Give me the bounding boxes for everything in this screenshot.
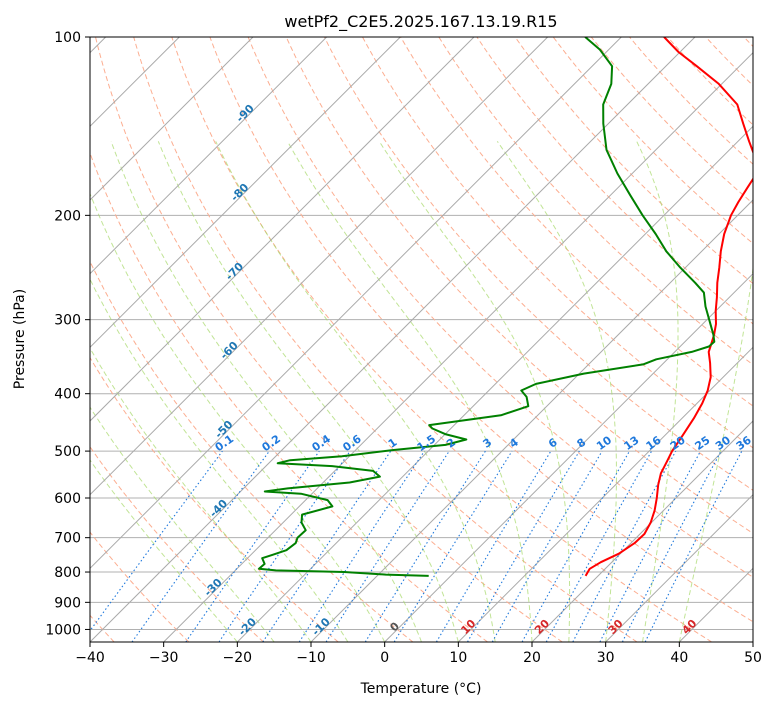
y-tick-label: 100 <box>54 30 81 46</box>
dry-adiabat <box>552 37 753 245</box>
x-axis-title: Temperature (°C) <box>360 681 482 697</box>
y-axis-title: Pressure (hPa) <box>12 289 28 389</box>
isotherm-line <box>236 125 753 642</box>
mixing-ratio-line <box>491 450 603 642</box>
dry-adiabat <box>247 37 753 578</box>
moist-adiabat <box>496 141 617 642</box>
y-tick-label: 900 <box>54 595 81 611</box>
mixing-ratio-line <box>435 450 552 642</box>
moist-adiabat <box>110 141 422 642</box>
plot-frame <box>89 36 754 643</box>
isotherm-line <box>163 51 753 642</box>
mixing-ratio-line <box>325 450 450 642</box>
moist-adiabat <box>287 141 533 642</box>
moist-adiabat <box>90 406 275 642</box>
x-tick-label: 0 <box>380 650 389 666</box>
isotherm-line <box>90 37 622 570</box>
isotherm-line <box>531 420 753 642</box>
dry-adiabat <box>90 151 488 642</box>
isotherm-line <box>90 37 549 496</box>
series-layer <box>258 37 753 577</box>
mixing-ratio-line <box>364 450 486 642</box>
isotherm-line <box>90 37 254 201</box>
isotherm-line <box>90 37 696 642</box>
moist-adiabat <box>378 141 571 642</box>
moist-adiabat <box>215 141 496 642</box>
dry-adiabat <box>90 260 414 642</box>
y-tick-label: 200 <box>54 208 81 224</box>
x-tick-label: −30 <box>149 650 179 666</box>
moist-adiabat <box>90 347 312 642</box>
dry-adiabat <box>323 37 753 491</box>
mixing-ratio-line <box>185 450 320 642</box>
isotherm-line <box>90 37 328 275</box>
y-tick-label: 400 <box>54 387 81 403</box>
dewpoint-profile-line <box>258 37 716 577</box>
moist-adiabat <box>636 141 679 642</box>
dry-adiabat <box>590 37 753 205</box>
moist-adiabat <box>157 141 459 642</box>
dry-adiabat <box>438 37 753 366</box>
dry-adiabat <box>476 37 753 325</box>
x-tick-label: −20 <box>223 650 253 666</box>
y-tick-label: 1000 <box>45 622 81 638</box>
isotherm-line <box>310 199 753 642</box>
x-tick-label: −40 <box>75 650 105 666</box>
mixing-ratio-line <box>393 450 513 642</box>
mixing-ratio-line <box>467 450 580 642</box>
chart-title: wetPf2_C2E5.2025.167.13.19.R15 <box>284 12 557 32</box>
moist-adiabat <box>678 264 753 642</box>
x-tick-label: 40 <box>670 650 688 666</box>
mixing-ratio-line <box>521 450 630 642</box>
dry-adiabat <box>90 531 190 642</box>
dry-adiabat <box>95 37 563 642</box>
isotherm-line <box>90 37 401 349</box>
isotherm-line <box>384 272 753 642</box>
axis-layer: −40 −30 −20 −10 0 10 20 30 40 50 100 200 300 400 500 60… <box>45 30 762 666</box>
moist-adiabat <box>90 278 349 642</box>
isotherm-line <box>90 37 475 422</box>
y-tick-label: 300 <box>54 313 81 329</box>
isotherm-line <box>605 493 753 642</box>
mixing-ratio-line <box>131 450 270 642</box>
y-tick-label: 500 <box>54 444 81 460</box>
dry-adiabat <box>133 37 638 642</box>
x-tick-label: 50 <box>744 650 762 666</box>
y-tick-label: 700 <box>54 531 81 547</box>
dry-adiabat <box>171 37 712 642</box>
isotherm-line <box>457 346 753 642</box>
x-tick-label: 30 <box>597 650 615 666</box>
x-tick-label: 20 <box>523 650 541 666</box>
mixing-ratio-line <box>545 450 653 642</box>
mixing-ratio-line <box>218 450 351 642</box>
dry-adiabat <box>209 37 753 623</box>
x-tick-label: 10 <box>449 650 467 666</box>
y-tick-label: 600 <box>54 491 81 507</box>
x-tick-label: −10 <box>296 650 326 666</box>
mixing-ratio-line <box>90 450 223 632</box>
dry-adiabat <box>285 37 753 534</box>
dry-adiabat <box>400 37 753 407</box>
y-tick-label: 800 <box>54 565 81 581</box>
